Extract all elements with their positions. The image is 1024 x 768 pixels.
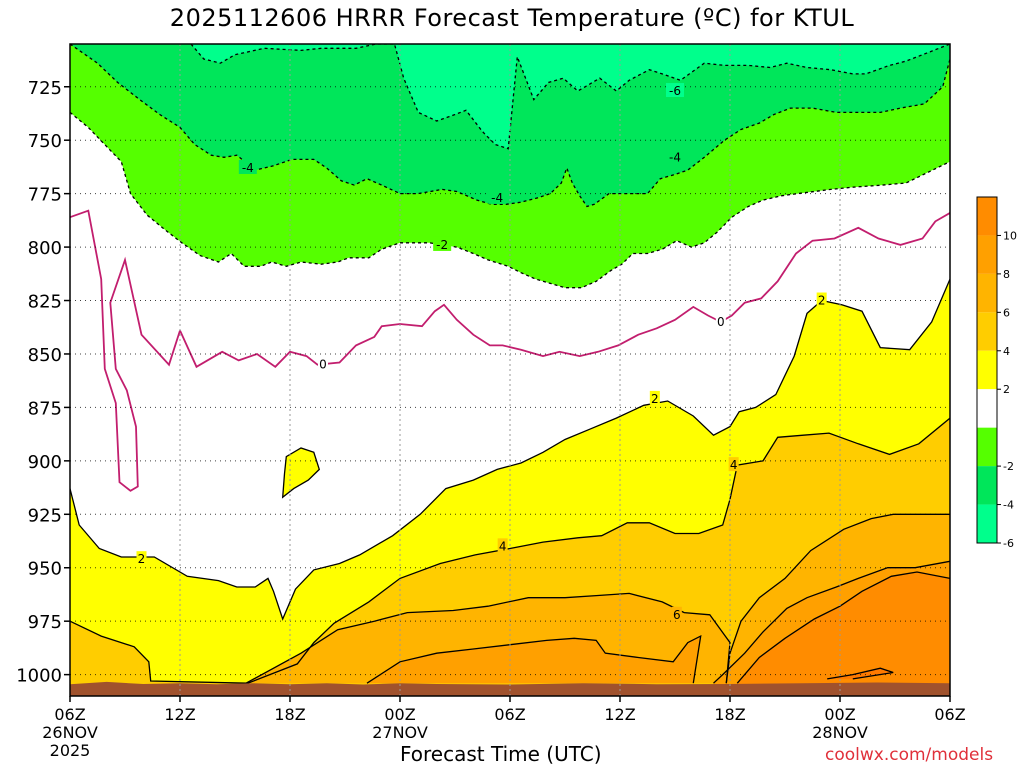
contour-4-5 bbox=[70, 417, 950, 684]
contour-label: 4 bbox=[730, 458, 738, 472]
contour-label: -4 bbox=[242, 161, 254, 175]
x-year-label: 2025 bbox=[50, 741, 91, 760]
contour-labels: -6 -4 -4 -4 -2 0 0 2 2 2 4 4 6 bbox=[136, 83, 827, 622]
colorbar-label: -4 bbox=[1003, 499, 1014, 512]
y-tick-label: 725 bbox=[28, 78, 62, 99]
contour-0-cold-pocket bbox=[70, 209, 181, 492]
contour-label-bg bbox=[497, 538, 508, 553]
contour--2-2 bbox=[70, 111, 950, 289]
contour-0-3 bbox=[179, 212, 950, 369]
y-tick-label: 925 bbox=[28, 505, 62, 526]
contour-label: 0 bbox=[319, 358, 327, 372]
contour-label-bg bbox=[728, 457, 739, 472]
x-date-label: 27NOV bbox=[372, 723, 428, 742]
y-tick-label: 1000 bbox=[16, 666, 62, 687]
x-date-label: 28NOV bbox=[812, 723, 868, 742]
contour-label-bg bbox=[666, 83, 684, 98]
fill-above-10 bbox=[737, 572, 950, 696]
colorbar-band bbox=[977, 504, 997, 543]
x-tick-label: 06Z bbox=[54, 705, 85, 724]
chart-title: 2025112606 HRRR Forecast Temperature (ºC… bbox=[169, 4, 855, 32]
contour--6-0 bbox=[190, 44, 950, 150]
contour-label: 4 bbox=[499, 539, 507, 553]
x-tick-label: 18Z bbox=[714, 705, 745, 724]
y-tick-label: 875 bbox=[28, 398, 62, 419]
contour-8-8 bbox=[366, 634, 702, 684]
colorbar-label: 4 bbox=[1003, 345, 1010, 358]
colorbar-label: 6 bbox=[1003, 306, 1010, 319]
y-tick-label: 900 bbox=[28, 452, 62, 473]
contour-label: 2 bbox=[651, 392, 659, 406]
contour-label: -4 bbox=[669, 150, 681, 164]
contour-label-bg bbox=[666, 149, 684, 164]
x-tick-label: 12Z bbox=[604, 705, 635, 724]
y-tick-label: 775 bbox=[28, 185, 62, 206]
warm-island-0 bbox=[281, 447, 321, 499]
x-tick-label: 12Z bbox=[164, 705, 195, 724]
contour-label-bg bbox=[671, 606, 682, 621]
contour-label-bg bbox=[318, 356, 328, 371]
contour-8-9 bbox=[713, 560, 950, 684]
contour-label-bg bbox=[488, 189, 507, 204]
y-tick-label: 825 bbox=[28, 292, 62, 313]
colorbar-label: -2 bbox=[1003, 460, 1014, 473]
contour-label-bg bbox=[715, 313, 726, 328]
colorbar-band bbox=[977, 235, 997, 274]
colorbar-label: 8 bbox=[1003, 268, 1010, 281]
contour-6-6 bbox=[245, 592, 731, 684]
fill-8-to-10-a bbox=[367, 636, 701, 684]
source-credit: coolwx.com/models bbox=[825, 745, 994, 765]
y-tick-label: 800 bbox=[28, 238, 62, 259]
colorbar-band bbox=[977, 197, 997, 236]
contour-6-7 bbox=[725, 513, 950, 684]
contour-10-11 bbox=[827, 667, 894, 680]
contour-label: 2 bbox=[138, 552, 146, 566]
contour-label-bg bbox=[238, 159, 257, 174]
contour-2-4 bbox=[70, 278, 950, 621]
x-tick-label: 06Z bbox=[494, 705, 525, 724]
fill-4-to-6 bbox=[70, 418, 950, 696]
y-tick-label: 750 bbox=[28, 131, 62, 152]
contour-10-10 bbox=[736, 571, 950, 684]
x-tick-label: 06Z bbox=[934, 705, 965, 724]
x-tick-label: 00Z bbox=[384, 705, 415, 724]
contour--4-1 bbox=[70, 44, 950, 208]
x-tick-label: 00Z bbox=[824, 705, 855, 724]
x-axis-title: Forecast Time (UTC) bbox=[400, 742, 602, 766]
contour-label-bg bbox=[816, 292, 827, 307]
y-tick-label: 950 bbox=[28, 559, 62, 580]
fill-below-minus6 bbox=[191, 44, 950, 149]
contour-label: -4 bbox=[491, 191, 503, 205]
x-tick-label: 18Z bbox=[274, 705, 305, 724]
colorbar-band bbox=[977, 427, 997, 467]
colorbar-band bbox=[977, 312, 997, 351]
contour-label: 6 bbox=[673, 608, 681, 622]
colorbar-label: 2 bbox=[1003, 383, 1010, 396]
contour-lines bbox=[70, 44, 950, 684]
colorbar-frame bbox=[976, 196, 998, 544]
contour-label-bg bbox=[649, 390, 660, 405]
contour-label-bg bbox=[136, 551, 147, 566]
colorbar-legend: 10 8 6 4 2 -2 -4 -6 bbox=[976, 196, 1017, 550]
x-date-label: 26NOV bbox=[42, 723, 98, 742]
contour-label-bg bbox=[433, 236, 452, 251]
colorbar-band bbox=[977, 273, 997, 313]
contour-label: -2 bbox=[436, 238, 448, 252]
contour-label: 2 bbox=[818, 294, 826, 308]
colorbar-band bbox=[977, 466, 997, 505]
colorbar-band bbox=[977, 389, 997, 428]
y-tick-label: 850 bbox=[28, 345, 62, 366]
y-tick-label: 975 bbox=[28, 612, 62, 633]
colorbar-label: 10 bbox=[1003, 229, 1017, 242]
contour-label: 0 bbox=[717, 315, 725, 329]
axes: 725 750 775 800 825 850 875 900 925 950 975 1000 06Z… bbox=[16, 43, 966, 760]
colorbar-label: -6 bbox=[1003, 537, 1014, 550]
contour-label: -6 bbox=[669, 84, 681, 98]
colorbar-band bbox=[977, 350, 997, 390]
